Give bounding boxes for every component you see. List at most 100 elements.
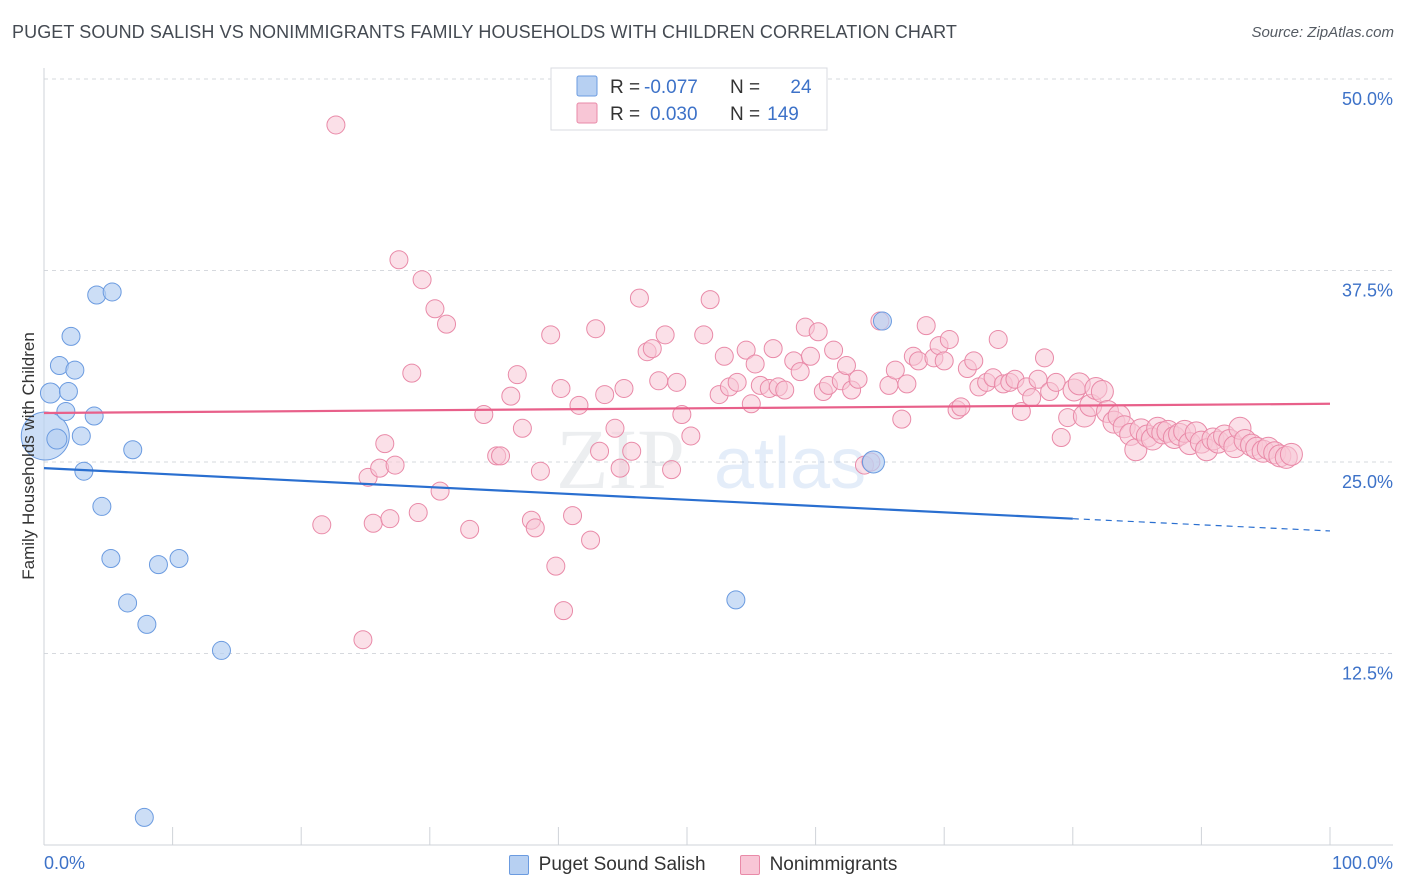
- legend-n-value: 24: [790, 77, 812, 98]
- data-point-nonimmigrants: [430, 481, 450, 501]
- data-point-nonimmigrants: [437, 314, 457, 334]
- data-point-nonimmigrants: [474, 405, 494, 425]
- data-point-nonimmigrants: [745, 354, 765, 374]
- source-label: Source: ZipAtlas.com: [1251, 24, 1394, 41]
- y-tick-label: 12.5%: [1342, 664, 1393, 684]
- data-point-nonimmigrants: [541, 325, 561, 345]
- data-point-nonimmigrants: [408, 503, 428, 523]
- data-point-puget-sound-salish: [39, 382, 61, 404]
- data-point-nonimmigrants: [1035, 348, 1055, 368]
- data-point-nonimmigrants: [897, 374, 917, 394]
- legend-item-puget-sound-salish: Puget Sound Salish: [508, 854, 706, 876]
- trend-line-nonimmigrants: [43, 402, 1331, 415]
- data-point-nonimmigrants: [672, 405, 692, 425]
- data-point-nonimmigrants: [727, 372, 747, 392]
- data-point-nonimmigrants: [1279, 442, 1303, 466]
- data-point-nonimmigrants: [714, 346, 734, 366]
- data-point-nonimmigrants: [551, 378, 571, 398]
- data-point-nonimmigrants: [934, 351, 954, 371]
- data-point-nonimmigrants: [402, 363, 422, 383]
- data-point-nonimmigrants: [988, 329, 1008, 349]
- data-point-puget-sound-salish: [118, 593, 138, 613]
- x-tick-label: 100.0%: [1332, 853, 1393, 873]
- data-point-nonimmigrants: [681, 426, 701, 446]
- legend-r-label: R =: [610, 77, 640, 98]
- y-tick-label: 37.5%: [1342, 281, 1393, 301]
- y-axis-label: Family Households with Children: [19, 332, 38, 580]
- data-point-nonimmigrants: [649, 371, 669, 391]
- data-point-puget-sound-salish: [56, 401, 76, 421]
- data-point-puget-sound-salish: [148, 555, 168, 575]
- legend-n-label: N =: [730, 77, 760, 98]
- data-point-puget-sound-salish: [169, 549, 189, 569]
- data-point-puget-sound-salish: [92, 496, 112, 516]
- tick-labels: 12.5% 25.0% 37.5% 50.0% 0.0% 100.0%: [44, 89, 1393, 873]
- data-point-nonimmigrants: [389, 250, 409, 270]
- data-point-nonimmigrants: [892, 409, 912, 429]
- data-point-puget-sound-salish: [101, 549, 121, 569]
- data-point-puget-sound-salish: [872, 311, 892, 331]
- gridlines: [44, 78, 1393, 654]
- data-point-nonimmigrants: [741, 394, 761, 414]
- data-point-nonimmigrants: [353, 630, 373, 650]
- data-point-nonimmigrants: [939, 329, 959, 349]
- data-point-nonimmigrants: [610, 458, 630, 478]
- data-point-nonimmigrants: [667, 372, 687, 392]
- data-point-nonimmigrants: [885, 360, 905, 380]
- data-point-nonimmigrants: [501, 386, 521, 406]
- data-point-nonimmigrants: [824, 340, 844, 360]
- data-point-nonimmigrants: [642, 339, 662, 359]
- legend-r-value: 0.030: [650, 104, 698, 125]
- data-point-nonimmigrants: [836, 355, 856, 375]
- data-point-puget-sound-salish: [861, 450, 885, 474]
- y-tick-label: 50.0%: [1342, 89, 1393, 109]
- data-point-nonimmigrants: [1051, 427, 1071, 447]
- data-point-nonimmigrants: [964, 351, 984, 371]
- data-point-puget-sound-salish: [102, 282, 122, 302]
- data-point-puget-sound-salish: [137, 614, 157, 634]
- chart-title: PUGET SOUND SALISH VS NONIMMIGRANTS FAMI…: [12, 22, 957, 42]
- data-point-nonimmigrants: [586, 319, 606, 339]
- data-point-puget-sound-salish: [71, 426, 91, 446]
- data-point-nonimmigrants: [800, 346, 820, 366]
- data-point-nonimmigrants: [1090, 380, 1114, 404]
- watermark-atlas: atlas: [714, 424, 866, 504]
- data-point-nonimmigrants: [375, 434, 395, 454]
- data-point-nonimmigrants: [412, 270, 432, 290]
- legend-swatch-blue: [576, 75, 598, 97]
- data-point-puget-sound-salish: [134, 807, 154, 827]
- legend-swatch-pink: [739, 855, 760, 875]
- x-tick-label: 0.0%: [44, 853, 85, 873]
- data-point-nonimmigrants: [916, 316, 936, 336]
- data-point-nonimmigrants: [554, 601, 574, 621]
- legend-n-value: 149: [767, 104, 799, 125]
- data-point-nonimmigrants: [694, 325, 714, 345]
- data-point-nonimmigrants: [525, 518, 545, 538]
- legend-label: Nonimmigrants: [769, 854, 898, 875]
- data-point-nonimmigrants: [775, 380, 795, 400]
- data-point-nonimmigrants: [622, 441, 642, 461]
- data-point-nonimmigrants: [460, 519, 480, 539]
- trend-line-puget-sound-salish: [43, 467, 1073, 520]
- legend-label: Puget Sound Salish: [538, 854, 706, 875]
- data-point-puget-sound-salish: [726, 590, 746, 610]
- data-point-nonimmigrants: [563, 506, 583, 526]
- data-point-nonimmigrants: [312, 515, 332, 535]
- data-point-puget-sound-salish: [46, 428, 68, 450]
- trend-line-puget-sound-salish-extension: [1072, 518, 1331, 532]
- data-point-nonimmigrants: [491, 446, 511, 466]
- data-point-nonimmigrants: [370, 458, 390, 478]
- legend-r-value: -0.077: [644, 77, 698, 98]
- data-point-nonimmigrants: [380, 509, 400, 529]
- data-point-puget-sound-salish: [87, 285, 107, 305]
- trend-lines: [43, 402, 1331, 532]
- data-point-nonimmigrants: [1022, 388, 1042, 408]
- data-point-nonimmigrants: [326, 115, 346, 135]
- legend-top: R = -0.077 N = 24 R = 0.030 N = 149: [550, 67, 828, 131]
- legend-swatch-pink: [576, 102, 598, 124]
- data-point-nonimmigrants: [581, 530, 601, 550]
- data-point-nonimmigrants: [1046, 372, 1066, 392]
- data-point-nonimmigrants: [530, 461, 550, 481]
- data-point-nonimmigrants: [614, 378, 634, 398]
- data-point-nonimmigrants: [363, 513, 383, 533]
